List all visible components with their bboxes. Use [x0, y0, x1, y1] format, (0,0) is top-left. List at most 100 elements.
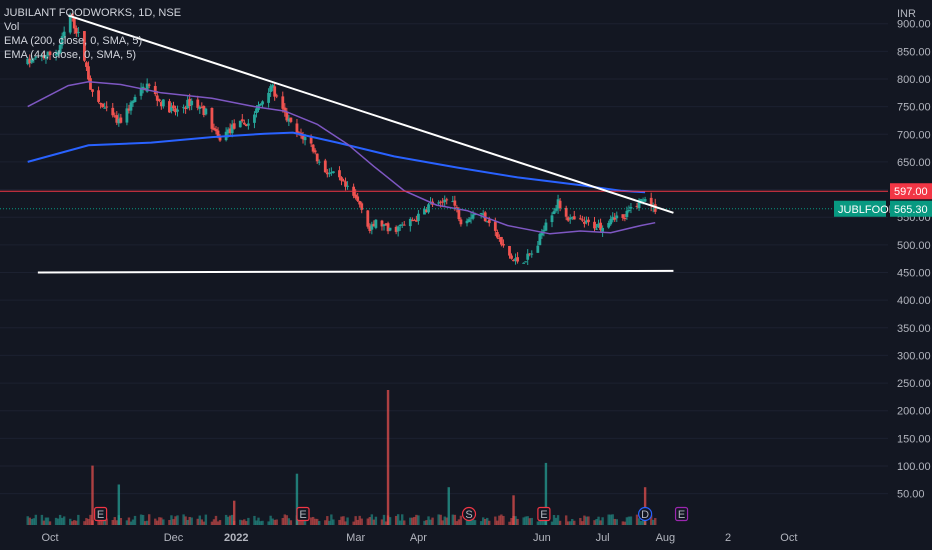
currency-label: INR: [897, 8, 916, 20]
legend-ema44[interactable]: EMA (44, close, 0, SMA, 5): [4, 49, 137, 61]
candle-2021-10-04: [54, 49, 58, 61]
candle-body: [540, 232, 544, 236]
candle-body: [629, 207, 633, 209]
legend-symbol[interactable]: JUBILANT FOODWORKS, 1D, NSE: [4, 7, 182, 19]
time-axis[interactable]: Oct Dec 2022 Mar Apr Jun Jul Aug 2 Oct: [0, 528, 888, 550]
candle-2021-12-24: [218, 134, 222, 142]
volume-bar: [174, 516, 177, 525]
resistance-price-tag-text: 597.00: [894, 186, 928, 198]
legend-ema200[interactable]: EMA (200, close, 0, SMA, 5): [4, 35, 143, 47]
volume-bar: [354, 516, 357, 525]
candle-body: [437, 202, 441, 204]
candle-body: [34, 56, 38, 58]
trendlines[interactable]: [37, 14, 674, 274]
candle-body: [453, 200, 457, 206]
volume-bar: [637, 518, 641, 525]
candle-2022-03-21: [394, 225, 398, 235]
candle-body: [226, 129, 230, 134]
event-marker-dividend[interactable]: D: [638, 506, 653, 522]
candle-body: [366, 210, 370, 227]
volume-bar: [283, 514, 287, 525]
candle-2022-06-13: [564, 205, 568, 221]
candle-2022-07-13: [625, 206, 629, 220]
volume-bar: [273, 519, 276, 525]
candle-body: [232, 123, 236, 129]
candle-2022-05-18: [512, 259, 515, 262]
candle-2022-07-12: [623, 214, 627, 222]
candle-body: [587, 219, 590, 223]
candle-body: [516, 257, 519, 262]
candle-body: [485, 221, 489, 223]
candle-body: [32, 58, 36, 60]
candle-body: [125, 108, 129, 123]
volume-bar: [342, 516, 345, 525]
time-tick-label: Oct: [780, 532, 797, 544]
candle-body: [311, 144, 315, 152]
volume-spike-bar: [91, 465, 94, 525]
candle-body: [558, 200, 562, 209]
volume-bar: [204, 514, 208, 525]
candle-2022-05-05: [485, 221, 489, 223]
candle-body: [190, 100, 194, 106]
event-marker-earnings[interactable]: E: [296, 506, 310, 522]
candle-body: [394, 226, 398, 232]
candle-2022-04-15: [445, 197, 449, 205]
volume-bar: [356, 519, 359, 525]
candle-2022-05-20: [516, 252, 519, 264]
volume-bar: [230, 514, 234, 525]
volume-bar: [158, 517, 161, 525]
candle-2022-03-31: [414, 215, 418, 222]
price-tick-label: 800.00: [897, 74, 931, 86]
candle-2022-02-18: [331, 171, 335, 174]
candle-2022-06-22: [582, 216, 586, 228]
volume-bar: [34, 514, 38, 525]
candle-body: [570, 217, 574, 219]
volume-bar: [139, 514, 143, 525]
volume-bars: [26, 390, 657, 525]
candle-2022-04-25: [465, 218, 469, 227]
event-marker-earnings[interactable]: E: [94, 506, 108, 522]
volume-bar: [382, 514, 386, 525]
price-tick-label: 200.00: [897, 406, 931, 418]
volume-bar: [77, 514, 80, 525]
candle-body: [439, 201, 443, 203]
volume-bar: [97, 520, 100, 525]
volume-bar: [131, 519, 135, 525]
candle-2022-04-18: [451, 195, 455, 203]
volume-bar: [202, 521, 206, 525]
candle-2021-11-19: [147, 83, 151, 89]
candle-body: [327, 173, 331, 175]
support-trendline[interactable]: [37, 269, 674, 274]
volume-bar: [411, 517, 414, 525]
descending-trendline[interactable]: [67, 14, 674, 214]
candle-body: [62, 31, 66, 37]
volume-bar: [160, 517, 163, 525]
price-tick-label: 450.00: [897, 268, 931, 280]
price-tick-label: 650.00: [897, 157, 931, 169]
candle-2021-09-23: [32, 58, 36, 63]
candle-body: [117, 118, 121, 124]
volume-bar: [654, 518, 657, 525]
candle-body: [613, 217, 617, 220]
volume-bar: [253, 515, 256, 525]
event-marker-earnings[interactable]: E: [537, 506, 551, 522]
candle-2022-01-27: [287, 114, 291, 127]
candle-2022-07-14: [627, 205, 631, 213]
legend-volume[interactable]: Vol: [4, 21, 20, 33]
event-marker-split[interactable]: S: [461, 506, 477, 522]
price-axis[interactable]: INR900.00850.00800.00750.00700.00650.006…: [888, 0, 932, 550]
volume-bar: [484, 518, 487, 525]
volume-bar: [48, 521, 52, 525]
candle-2022-05-19: [514, 253, 517, 265]
volume-bar: [625, 517, 629, 525]
event-marker-earnings-upcoming[interactable]: E: [674, 506, 689, 522]
candle-body: [297, 132, 301, 134]
candle-2022-01-19: [271, 83, 275, 92]
volume-bar: [635, 514, 639, 525]
candle-2021-12-01: [172, 101, 175, 112]
candle-body: [101, 103, 105, 108]
candle-2022-07-05: [609, 215, 613, 226]
candle-2022-03-23: [398, 224, 402, 231]
